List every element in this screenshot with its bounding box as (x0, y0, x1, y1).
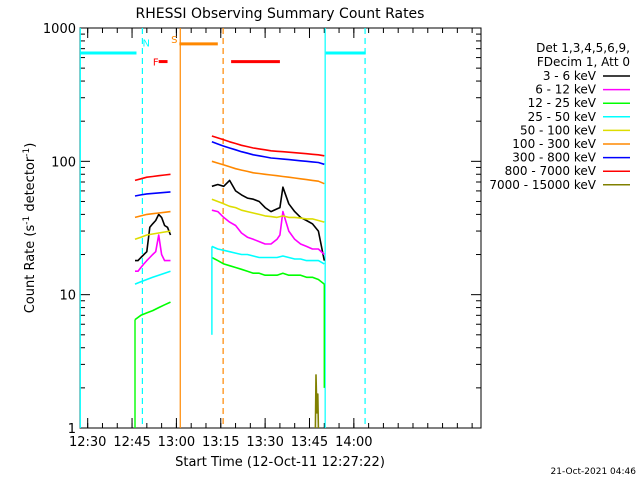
x-tick-label: 14:00 (335, 435, 372, 450)
chart-title: RHESSI Observing Summary Count Rates (136, 6, 425, 22)
series-group (134, 198, 325, 241)
y-tick-label: 100 (51, 155, 76, 170)
series-line (211, 135, 325, 157)
series-group (134, 256, 325, 321)
legend: Det 1,3,4,5,6,9, FDecim 1, Att 0 3 - 6 k… (489, 41, 630, 192)
series-layer (134, 135, 326, 429)
legend-label: 3 - 6 keV (543, 69, 597, 83)
legend-header-line: Det 1,3,4,5,6,9, (536, 41, 630, 55)
flag-label: S (171, 35, 177, 46)
x-tick-label: 13:00 (158, 435, 195, 450)
y-tick-label: 1000 (43, 22, 76, 37)
series-line (211, 160, 325, 185)
series-group (134, 160, 325, 219)
series-line (134, 210, 171, 219)
x-tick-label: 12:30 (69, 435, 106, 450)
y-axis-label-part: detector (23, 156, 38, 216)
series-line (134, 301, 171, 321)
series-group (314, 374, 320, 429)
series-line (135, 234, 171, 273)
legend-label: 6 - 12 keV (535, 83, 597, 97)
x-axis-label: Start Time (12-Oct-11 12:27:22) (175, 455, 385, 470)
x-tick-label: 13:15 (202, 435, 239, 450)
series-line (211, 245, 325, 265)
y-axis-label: Count Rate (s-1 detector-1) (22, 143, 38, 314)
series-group (135, 209, 325, 273)
legend-label: 100 - 300 keV (512, 137, 596, 151)
series-line (134, 191, 171, 197)
x-axis: 12:30 12:45 13:00 13:15 13:30 13:45 14:00 (69, 28, 473, 450)
series-line (134, 270, 171, 285)
x-tick-label: 13:45 (291, 435, 328, 450)
series-line (211, 198, 325, 223)
legend-header-line: FDecim 1, Att 0 (537, 55, 630, 69)
y-axis-label-part: ) (23, 143, 38, 148)
y-axis-label-part: Count Rate (s (23, 225, 38, 314)
y-axis-label-sup: -1 (22, 148, 32, 157)
series-group (134, 141, 325, 197)
series-group (135, 179, 326, 262)
legend-label: 7000 - 15000 keV (489, 178, 596, 192)
legend-label: 25 - 50 keV (528, 110, 597, 124)
series-line (134, 173, 171, 182)
legend-label: 300 - 800 keV (512, 151, 596, 165)
legend-label: 12 - 25 keV (528, 96, 597, 110)
series-line (211, 141, 325, 166)
legend-label: 800 - 7000 keV (505, 164, 597, 178)
y-tick-label: 10 (59, 289, 76, 304)
series-line (211, 256, 325, 285)
series-line (314, 374, 320, 429)
series-group (134, 135, 325, 182)
x-tick-label: 13:30 (246, 435, 283, 450)
y-axis: 1 10 100 1000 (43, 22, 481, 437)
legend-label: 50 - 100 keV (520, 123, 597, 137)
series-line (211, 209, 325, 256)
x-tick-label: 12:45 (113, 435, 150, 450)
flag-label: F (153, 58, 159, 69)
y-axis-label-sup: -1 (22, 216, 32, 225)
orbit-markers: N S F (79, 28, 366, 428)
series-line (211, 179, 326, 261)
series-line (135, 213, 172, 262)
timestamp-stamp: 21-Oct-2021 04:46 (551, 467, 637, 477)
series-group (134, 245, 325, 285)
flag-label: N (142, 38, 149, 49)
y-tick-label: 1 (68, 422, 76, 437)
series-line (134, 230, 171, 241)
